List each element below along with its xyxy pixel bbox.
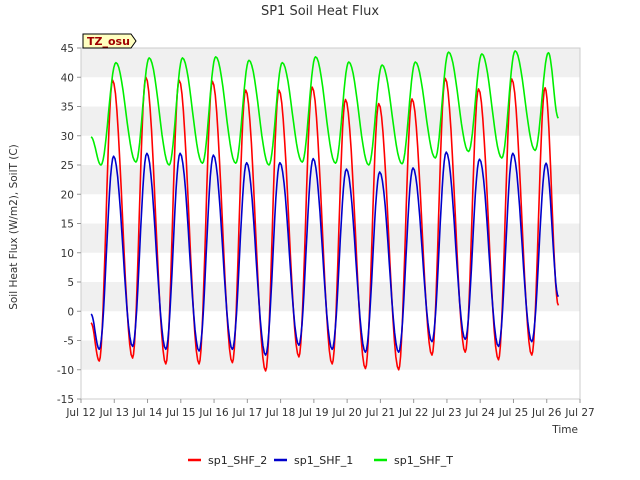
y-tick-label: 40 xyxy=(61,72,74,84)
x-tick-label: Jul 22 xyxy=(398,407,428,419)
x-axis-label: Time xyxy=(551,424,578,436)
series-line-sp1_SHF_2 xyxy=(90,76,560,372)
y-tick-label: 0 xyxy=(67,306,74,318)
grid-band xyxy=(81,106,580,136)
y-axis: -15 -10 -5 0 5 10 15 20 25 30 35 40 45 xyxy=(57,43,81,406)
x-tick-label: Jul 18 xyxy=(265,407,295,419)
y-tick-label: 30 xyxy=(61,131,74,143)
series-line-sp1_SHF_1 xyxy=(90,151,560,356)
chart-title: SP1 Soil Heat Flux xyxy=(261,4,379,19)
x-tick-label: Jul 15 xyxy=(165,407,195,419)
x-tick-label: Jul 23 xyxy=(431,407,461,419)
x-tick-label: Jul 27 xyxy=(564,407,594,419)
y-axis-label: Soil Heat Flux (W/m2), SoilT (C) xyxy=(8,144,20,310)
x-tick-label: Jul 17 xyxy=(232,407,262,419)
x-tick-label: Jul 26 xyxy=(531,407,562,419)
grid-band xyxy=(81,223,580,253)
x-tick-label: Jul 16 xyxy=(198,407,229,419)
y-tick-label: 45 xyxy=(61,43,74,55)
x-tick-label: Jul 20 xyxy=(331,407,361,419)
x-tick-label: Jul 12 xyxy=(65,407,95,419)
x-axis: Jul 12 Jul 13 Jul 14 Jul 15 Jul 16 Jul 17 Jul … xyxy=(65,399,595,419)
grid-band xyxy=(81,165,580,195)
y-tick-label: 10 xyxy=(61,248,74,260)
x-tick-label: Jul 21 xyxy=(365,407,395,419)
series-lines xyxy=(90,50,560,372)
y-tick-label: 25 xyxy=(61,160,74,172)
timezone-badge: TZ_osu xyxy=(82,33,137,49)
x-tick-label: Jul 25 xyxy=(498,407,528,419)
y-tick-label: -5 xyxy=(64,336,74,348)
y-tick-label: 15 xyxy=(61,219,74,231)
x-tick-label: Jul 14 xyxy=(132,407,163,419)
legend-label-sp1_SHF_T: sp1_SHF_T xyxy=(394,454,453,467)
series-line-sp1_SHF_T xyxy=(90,50,560,166)
x-tick-label: Jul 13 xyxy=(99,407,129,419)
x-tick-label: Jul 24 xyxy=(465,407,496,419)
y-tick-label: -15 xyxy=(57,394,74,406)
y-tick-label: 20 xyxy=(61,189,74,201)
grid-band xyxy=(81,48,580,78)
timezone-badge-label: TZ_osu xyxy=(87,35,130,48)
legend-label-sp1_SHF_2: sp1_SHF_2 xyxy=(208,454,267,467)
y-tick-label: 5 xyxy=(67,277,74,289)
x-tick-label: Jul 19 xyxy=(298,407,328,419)
legend-label-sp1_SHF_1: sp1_SHF_1 xyxy=(294,454,353,467)
grid-band xyxy=(81,282,580,312)
legend: sp1_SHF_2 sp1_SHF_1 sp1_SHF_T xyxy=(188,454,453,467)
y-tick-label: -10 xyxy=(57,365,74,377)
y-tick-label: 35 xyxy=(61,102,74,114)
